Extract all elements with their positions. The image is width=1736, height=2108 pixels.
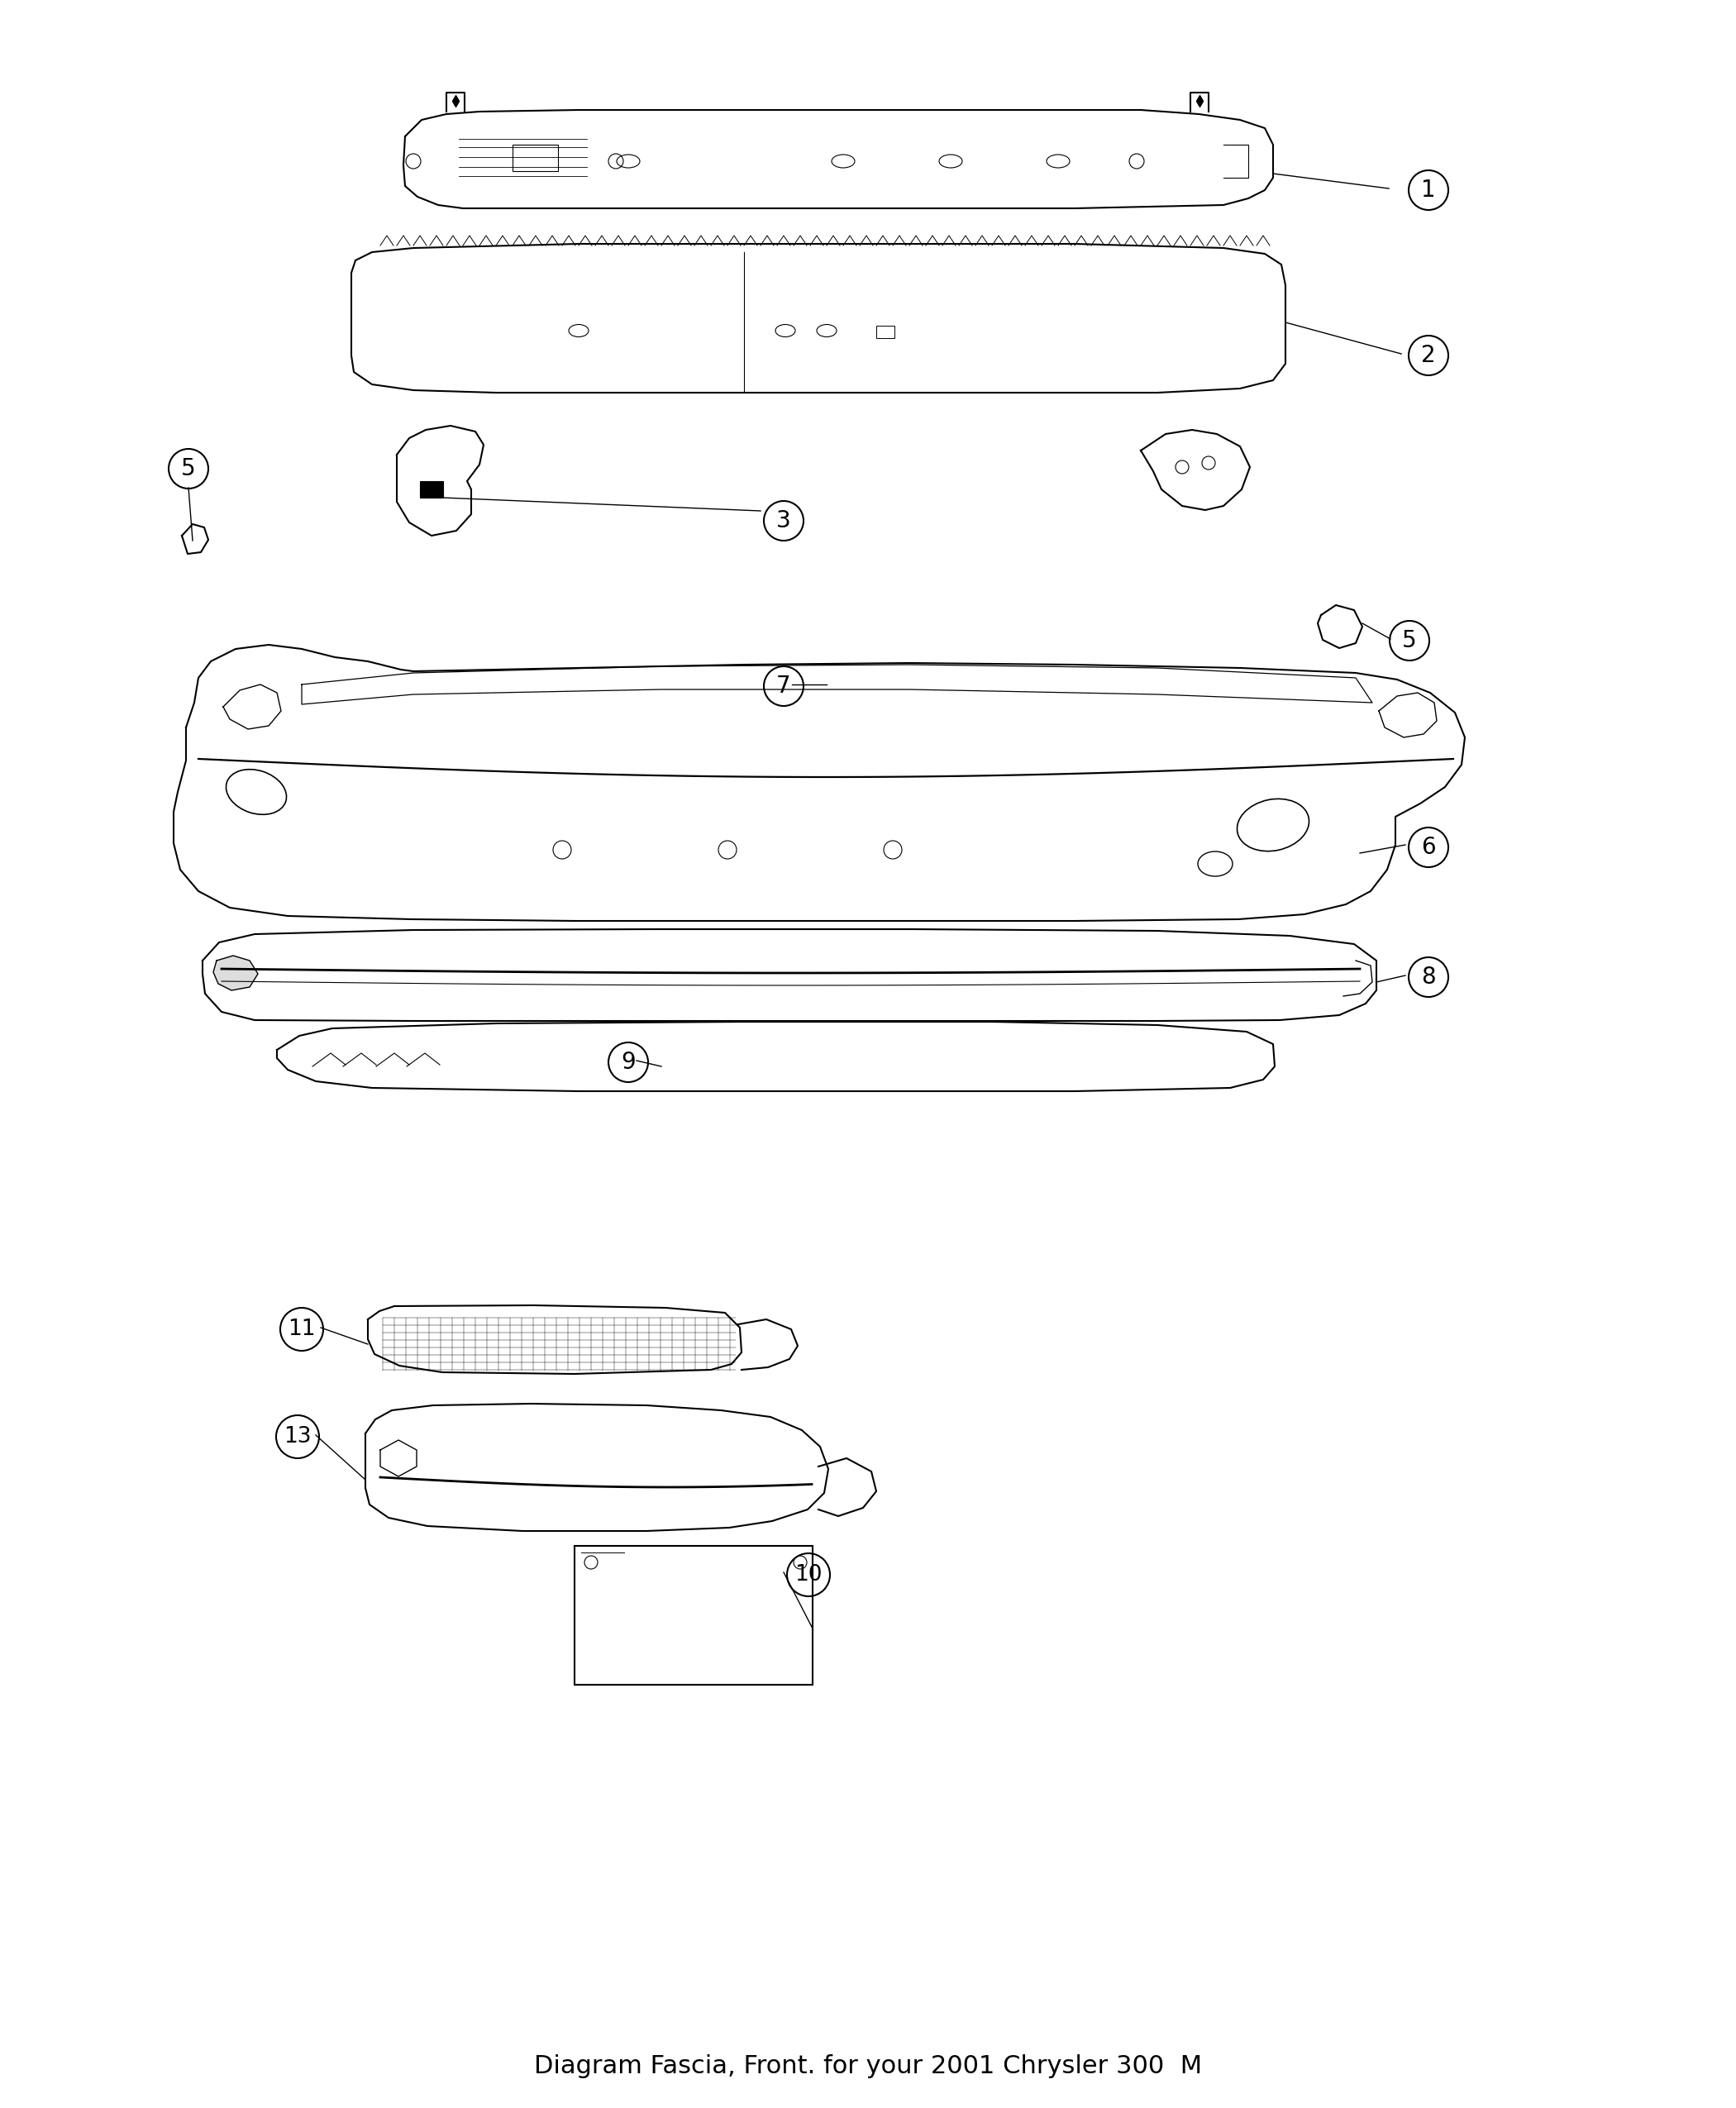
Text: 5: 5 [181, 457, 196, 481]
Text: 2: 2 [1422, 344, 1436, 367]
Text: 5: 5 [1403, 628, 1417, 651]
Text: 11: 11 [288, 1318, 316, 1341]
Text: 1: 1 [1422, 179, 1436, 202]
Text: 8: 8 [1422, 965, 1436, 989]
Text: 9: 9 [621, 1050, 635, 1073]
Text: 3: 3 [776, 510, 792, 533]
Text: 7: 7 [776, 675, 792, 698]
Text: 6: 6 [1422, 835, 1436, 858]
Text: 13: 13 [283, 1425, 311, 1448]
FancyBboxPatch shape [420, 481, 443, 497]
Polygon shape [214, 955, 259, 991]
Text: Diagram Fascia, Front. for your 2001 Chrysler 300  M: Diagram Fascia, Front. for your 2001 Chr… [535, 2055, 1201, 2078]
Text: 10: 10 [795, 1564, 823, 1585]
